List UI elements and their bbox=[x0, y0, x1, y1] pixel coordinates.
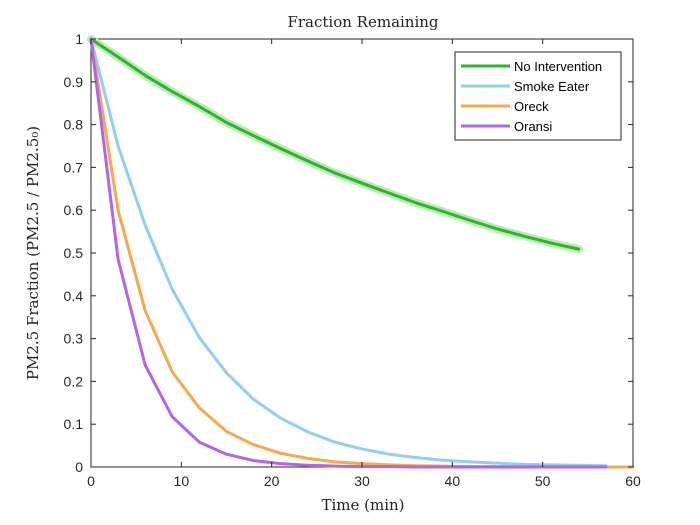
legend-label: Oransi bbox=[514, 119, 552, 134]
series-line bbox=[89, 37, 608, 468]
y-tick-label: 0.1 bbox=[64, 416, 84, 432]
y-tick-label: 0 bbox=[75, 459, 83, 475]
legend: No Intervention Smoke Eater Oreck Oransi bbox=[454, 51, 622, 141]
y-tick-label: 0.3 bbox=[64, 331, 84, 347]
legend-label: Oreck bbox=[514, 99, 549, 114]
x-tick-label: 60 bbox=[625, 473, 641, 489]
y-tick-label: 0.8 bbox=[64, 117, 84, 133]
series-line bbox=[89, 37, 608, 469]
y-tick-label: 0.2 bbox=[64, 373, 84, 389]
y-tick-label: 0.6 bbox=[64, 202, 84, 218]
x-tick-label: 40 bbox=[445, 473, 461, 489]
y-tick-label: 0.4 bbox=[64, 288, 84, 304]
legend-label: Smoke Eater bbox=[514, 79, 590, 94]
x-tick-label: 30 bbox=[354, 473, 370, 489]
x-axis: 0 10 20 30 40 50 60 bbox=[87, 39, 641, 489]
y-tick-label: 0.5 bbox=[64, 245, 84, 261]
x-tick-label: 0 bbox=[87, 473, 95, 489]
y-axis-label: PM2.5 Fraction (PM2.5 / PM2.5₀) bbox=[24, 126, 42, 380]
x-tick-label: 20 bbox=[264, 473, 280, 489]
legend-label: No Intervention bbox=[514, 59, 602, 74]
x-tick-label: 50 bbox=[535, 473, 551, 489]
y-tick-label: 0.7 bbox=[64, 159, 84, 175]
chart-title: Fraction Remaining bbox=[287, 13, 438, 31]
y-tick-label: 0.9 bbox=[64, 74, 84, 90]
y-tick-label: 1 bbox=[75, 31, 83, 47]
y-axis: 0 0.1 0.2 0.3 0.4 0.5 0.6 0.7 0.8 0.9 1 bbox=[64, 31, 633, 475]
x-tick-label: 10 bbox=[174, 473, 190, 489]
x-axis-label: Time (min) bbox=[321, 496, 404, 514]
series-line bbox=[89, 37, 581, 251]
